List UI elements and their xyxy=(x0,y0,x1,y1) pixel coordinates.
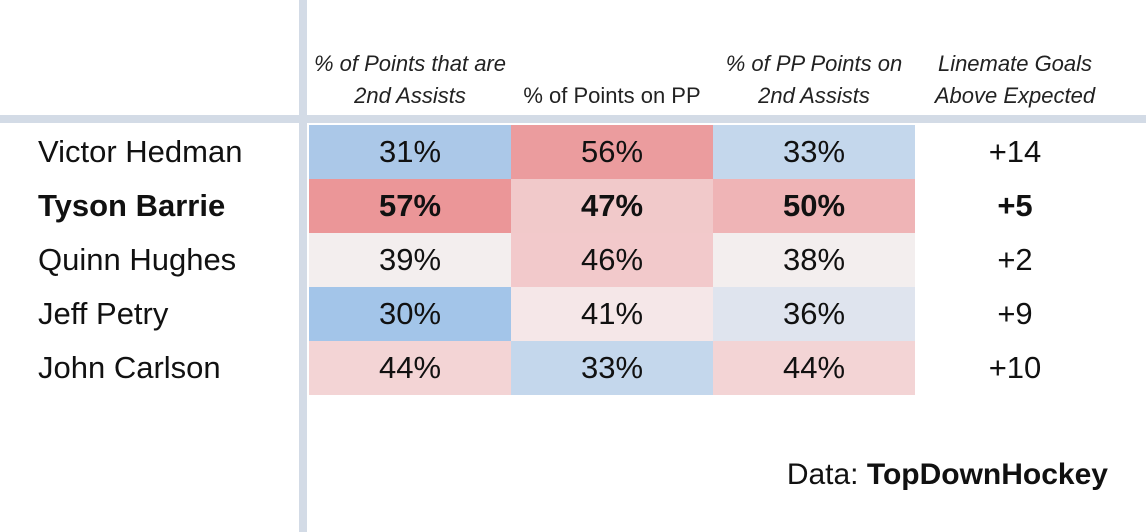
column-header-points-on-pp: % of Points on PP xyxy=(523,83,701,108)
vertical-divider xyxy=(299,0,307,532)
table-cell: +10 xyxy=(988,350,1042,385)
column-header-2nd-assists: % of Points that are 2nd Assists xyxy=(314,51,506,108)
table-cell: +2 xyxy=(997,242,1033,277)
table-cell: 36% xyxy=(713,287,915,341)
row-label-player: Tyson Barrie xyxy=(38,188,226,223)
table-cell: 33% xyxy=(713,125,915,179)
table-cell: +5 xyxy=(997,188,1033,223)
row-label-player: John Carlson xyxy=(38,350,221,385)
table-cell: +9 xyxy=(997,296,1033,331)
data-source-prefix: Data: xyxy=(786,458,867,491)
table-cell: 31% xyxy=(309,125,511,179)
table-cell: 44% xyxy=(713,341,915,395)
data-source-credit: Data: TopDownHockey xyxy=(787,458,1108,492)
row-label-player: Jeff Petry xyxy=(38,296,169,331)
table-cell: 33% xyxy=(511,341,713,395)
table-cell: 30% xyxy=(309,287,511,341)
table-cell: 46% xyxy=(511,233,713,287)
table-cell: +14 xyxy=(988,134,1042,169)
table-cell: 57% xyxy=(309,179,511,233)
horizontal-divider xyxy=(0,115,1146,123)
table-cell: 56% xyxy=(511,125,713,179)
column-header-pp-2nd-assists: % of PP Points on 2nd Assists xyxy=(725,51,903,108)
table-cell: 50% xyxy=(713,179,915,233)
table-cell: 39% xyxy=(309,233,511,287)
table-cell: 38% xyxy=(713,233,915,287)
data-source-name: TopDownHockey xyxy=(866,458,1108,491)
row-label-player: Quinn Hughes xyxy=(38,242,237,277)
row-label-player: Victor Hedman xyxy=(38,134,243,169)
table-cell: 47% xyxy=(511,179,713,233)
table-cell: 44% xyxy=(309,341,511,395)
column-header-linemate-goals: Linemate Goals Above Expected xyxy=(934,51,1096,108)
table-cell: 41% xyxy=(511,287,713,341)
